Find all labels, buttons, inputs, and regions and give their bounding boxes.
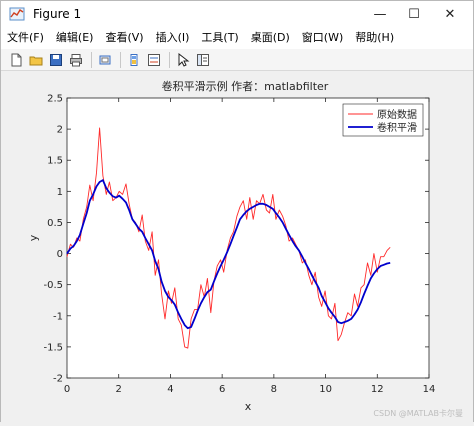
open-folder-icon: [29, 56, 43, 65]
matlab-figure-icon: [9, 7, 25, 21]
print-icon: [70, 53, 82, 66]
legend-icon: [148, 53, 160, 66]
y-tick-label: 0.5: [47, 218, 63, 229]
new-file-icon: [11, 53, 22, 66]
chart-title: 卷积平滑示例 作者：matlabfilter: [162, 79, 329, 93]
window-title: Figure 1: [33, 7, 82, 21]
save-icon: [50, 53, 62, 66]
minimize-button[interactable]: —: [373, 6, 387, 22]
smoothed-line: [66, 179, 391, 330]
save-button[interactable]: [47, 51, 65, 69]
raw-data-line: [66, 127, 391, 349]
property-editor-button[interactable]: [194, 51, 212, 69]
toolbar-separator: [169, 51, 170, 68]
axes-box[interactable]: [66, 97, 430, 379]
legend-frame: [342, 103, 424, 137]
menu-view[interactable]: 查看(V): [105, 31, 144, 44]
pointer-icon: [178, 52, 190, 67]
close-button[interactable]: ✕: [444, 6, 456, 22]
x-axis-label: x: [245, 400, 252, 413]
menu-file[interactable]: 文件(F): [7, 31, 44, 44]
title-bar[interactable]: Figure 1 — ☐ ✕: [1, 1, 473, 27]
legend-label: 原始数据: [377, 108, 417, 121]
pointer-button[interactable]: [174, 51, 192, 69]
y-tick-label: 0: [57, 249, 63, 260]
colorbar-button[interactable]: [125, 51, 143, 69]
x-tick-label: 2: [116, 384, 122, 395]
y-tick-label: -1.5: [43, 342, 63, 353]
print-preview-button[interactable]: [96, 51, 114, 69]
print-button[interactable]: [67, 51, 85, 69]
colorbar-icon: [130, 53, 138, 66]
figure-canvas[interactable]: 卷积平滑示例 作者：matlabfilter 0 2 4 6 8 10 12 14 -2 -1.5…: [1, 72, 473, 422]
y-tick-label: -0.5: [43, 280, 63, 291]
watermark-text: CSDN @MATLAB卡尔曼: [373, 408, 463, 418]
y-tick-label: 2.5: [47, 94, 63, 105]
legend-button[interactable]: [145, 51, 163, 69]
menu-tools[interactable]: 工具(T): [201, 31, 239, 44]
x-tick-label: 0: [64, 384, 70, 395]
y-axis-label: y: [27, 234, 40, 241]
menu-desktop[interactable]: 桌面(D): [250, 31, 290, 44]
plot-area[interactable]: 卷积平滑示例 作者：matlabfilter 0 2 4 6 8 10 12 14-2-1.5…: [1, 72, 473, 422]
menu-insert[interactable]: 插入(I): [155, 31, 190, 44]
x-tick-label: 6: [219, 384, 225, 395]
maximize-button[interactable]: ☐: [408, 6, 420, 22]
y-tick-label: -1: [53, 311, 63, 322]
toolbar-separator: [120, 51, 121, 68]
y-tick-label: 1.5: [47, 156, 63, 167]
figure-toolbar: [1, 49, 473, 71]
property-editor-icon: [197, 53, 209, 66]
print-preview-icon: [99, 55, 111, 64]
menu-help[interactable]: 帮助(H): [355, 31, 395, 44]
menu-window[interactable]: 窗口(W): [301, 31, 344, 44]
x-tick-label: 8: [271, 384, 277, 395]
x-tick-label: 10: [319, 384, 332, 395]
open-folder-button[interactable]: [27, 51, 45, 69]
data-series: [66, 127, 391, 349]
x-tick-label: 4: [167, 384, 173, 395]
menu-bar: 文件(F) 编辑(E) 查看(V) 插入(I) 工具(T) 桌面(D) 窗口(W…: [1, 27, 473, 49]
y-tick-label: -2: [53, 374, 63, 385]
new-file-button[interactable]: [7, 51, 25, 69]
legend-label: 卷积平滑: [377, 121, 417, 134]
menu-edit[interactable]: 编辑(E): [55, 31, 94, 44]
x-tick-label: 12: [371, 384, 384, 395]
y-tick-label: 2: [57, 125, 63, 136]
x-tick-label: 14: [423, 384, 436, 395]
toolbar-separator: [91, 51, 92, 68]
axis-ticks: 0 2 4 6 8 10 12 14 -2 -1.5 -1 -0.5 0 0.5 1 1.5 2 2.5: [43, 94, 435, 396]
y-tick-label: 1: [57, 187, 63, 198]
